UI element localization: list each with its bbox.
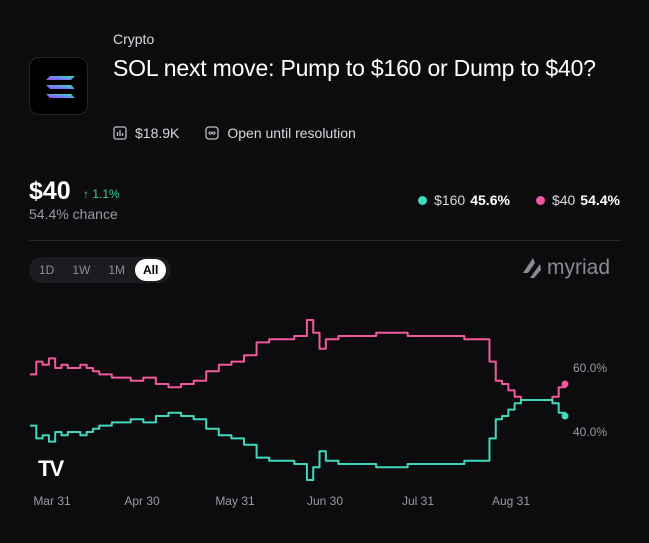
series-line-pump-160 xyxy=(30,399,566,481)
outcome-legend: $160 45.6% $40 54.4% xyxy=(418,192,620,208)
market-meta-row: $18.9K Open until resolution xyxy=(113,124,356,142)
tab-1d[interactable]: 1D xyxy=(39,263,55,277)
outcome-chance: 54.4% chance xyxy=(29,206,118,222)
y-tick-label: 60.0% xyxy=(573,361,607,375)
current-outcome-price: $40 xyxy=(29,177,71,205)
market-title: SOL next move: Pump to $160 or Dump to $… xyxy=(113,55,596,81)
y-tick-label: 40.0% xyxy=(573,425,607,439)
legend-value: 45.6% xyxy=(470,192,510,208)
tradingview-watermark: TV xyxy=(38,456,66,481)
myriad-brand: myriad xyxy=(521,256,610,280)
market-status: Open until resolution xyxy=(227,125,356,141)
x-tick-label: Jul 31 xyxy=(402,494,434,508)
legend-dot-teal xyxy=(418,195,428,205)
x-tick-label: Mar 31 xyxy=(33,494,71,508)
x-tick-label: Jun 30 xyxy=(307,494,343,508)
tab-all[interactable]: All xyxy=(135,259,167,281)
x-tick-label: Apr 30 xyxy=(124,494,160,508)
divider xyxy=(29,240,621,241)
series-end-point xyxy=(561,412,569,420)
svg-text:TV: TV xyxy=(38,456,64,481)
legend-item-160[interactable]: $160 45.6% xyxy=(418,192,510,208)
series-line-dump-40 xyxy=(30,319,566,401)
volume-chart-icon xyxy=(113,126,127,140)
tab-1m[interactable]: 1M xyxy=(108,263,126,277)
arrow-up-icon: ↑ xyxy=(83,187,89,201)
legend-item-40[interactable]: $40 54.4% xyxy=(535,192,620,208)
price-change: ↑ 1.1% xyxy=(83,187,120,201)
brand-name: myriad xyxy=(547,256,611,279)
solana-logo-icon xyxy=(29,57,88,115)
tab-1w[interactable]: 1W xyxy=(72,263,91,277)
infinity-clock-icon xyxy=(205,126,220,140)
market-volume: $18.9K xyxy=(135,125,180,141)
price-change-value: 1.1% xyxy=(92,187,120,201)
x-tick-label: May 31 xyxy=(215,494,255,508)
time-range-tabs: 1D 1W 1M All xyxy=(29,257,171,283)
series-end-point xyxy=(561,380,569,388)
legend-label: $40 xyxy=(551,192,576,208)
legend-dot-pink xyxy=(535,195,545,205)
market-category[interactable]: Crypto xyxy=(113,31,155,47)
myriad-logo-icon xyxy=(523,258,541,278)
legend-label: $160 xyxy=(434,192,466,208)
x-tick-label: Aug 31 xyxy=(492,494,530,508)
legend-value: 54.4% xyxy=(580,192,620,208)
